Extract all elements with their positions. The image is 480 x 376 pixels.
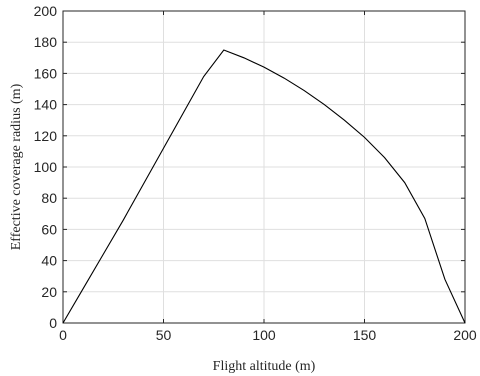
- series: [62, 49, 466, 324]
- y-tick-label: 100: [34, 159, 58, 175]
- y-tick-label: 0: [49, 315, 57, 331]
- y-tick-label: 40: [41, 253, 57, 269]
- x-axis-tick-labels: 0 50 100 150 200: [59, 327, 477, 343]
- y-tick-label: 160: [34, 65, 58, 81]
- y-axis-tick-labels: 0 20 40 60 80 100 120 140 160 180 200: [34, 3, 58, 331]
- x-tick-label: 0: [59, 327, 67, 343]
- y-tick-label: 200: [34, 3, 58, 19]
- y-tick-label: 140: [34, 97, 58, 113]
- y-tick-label: 80: [41, 190, 57, 206]
- x-tick-label: 150: [353, 327, 377, 343]
- x-tick-label: 200: [453, 327, 477, 343]
- y-tick-label: 180: [34, 34, 58, 50]
- x-tick-label: 100: [252, 327, 276, 343]
- y-tick-label: 120: [34, 128, 58, 144]
- y-axis-label: Effective coverage radius (m): [9, 83, 24, 250]
- grid: [63, 11, 465, 323]
- x-axis-label: Flight altitude (m): [213, 359, 316, 374]
- y-tick-label: 20: [41, 284, 57, 300]
- y-tick-label: 60: [41, 221, 57, 237]
- series-line: [62, 49, 466, 324]
- x-tick-label: 50: [156, 327, 172, 343]
